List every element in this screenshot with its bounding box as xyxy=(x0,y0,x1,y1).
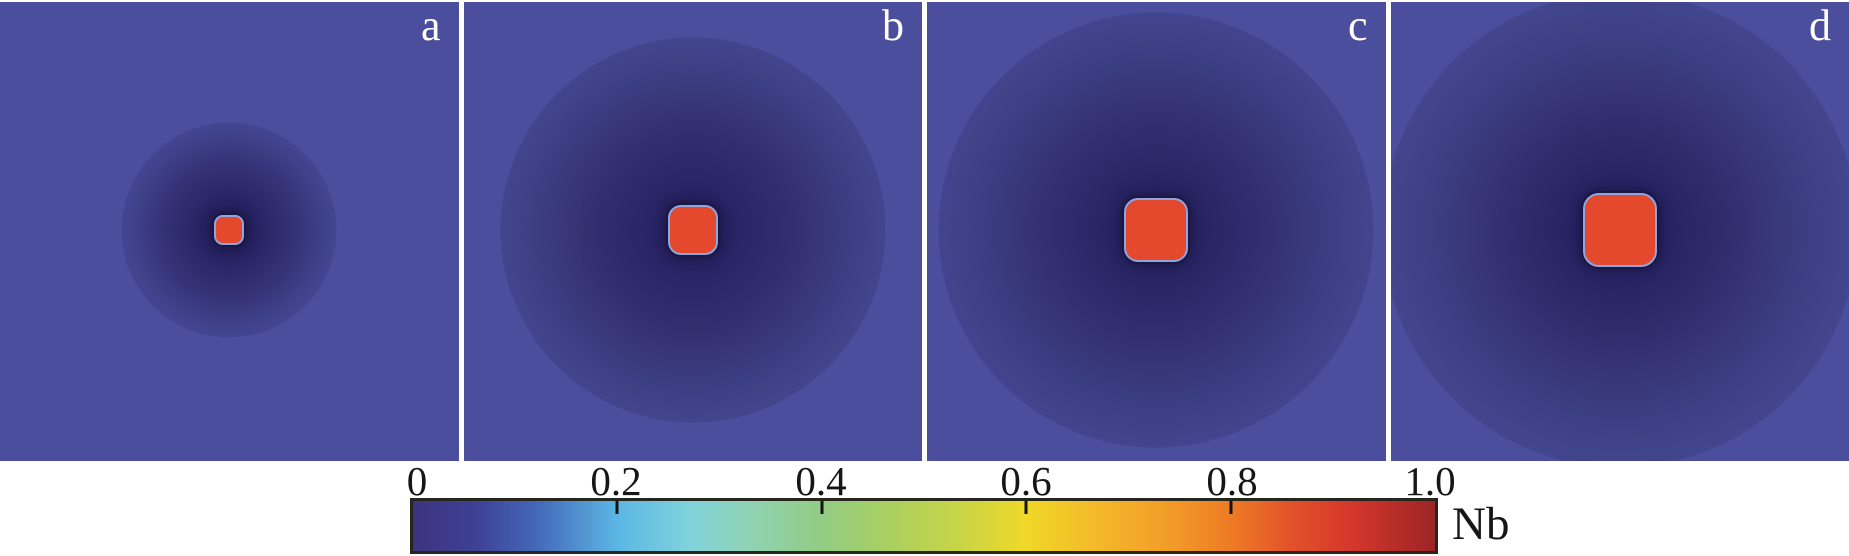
panel-label-d: d xyxy=(1809,2,1831,50)
colorbar-tick-label-0.2: 0.2 xyxy=(590,458,642,504)
panels-row: a b c d xyxy=(0,0,1849,461)
panel-label-a: a xyxy=(420,2,441,50)
colorbar-tick-label-0: 0 xyxy=(406,458,428,504)
colorbar-gradient xyxy=(410,498,1438,554)
colorbar-tick-label-0.4: 0.4 xyxy=(795,458,847,504)
colorbar-tick-label-0.6: 0.6 xyxy=(1000,458,1052,504)
colorbar-title: Nb xyxy=(1452,498,1510,550)
precipitate xyxy=(1124,198,1189,263)
colorbar-area: 0 0.2 0.4 0.6 0.8 1.0 Nb xyxy=(0,461,1849,556)
precipitate xyxy=(667,205,718,256)
panel-b: b xyxy=(463,2,922,461)
precipitate xyxy=(1582,193,1657,268)
colorbar-tick-mark xyxy=(820,501,824,514)
precipitate xyxy=(214,215,245,246)
colorbar-tick-label-1.0: 1.0 xyxy=(1404,458,1456,504)
colorbar-tick-mark xyxy=(1024,501,1028,514)
colorbar-tick-label-0.8: 0.8 xyxy=(1206,458,1258,504)
panel-a: a xyxy=(0,2,459,461)
panel-c: c xyxy=(927,2,1386,461)
panel-label-c: c xyxy=(1347,2,1368,50)
panel-d: d xyxy=(1390,2,1849,461)
panel-label-b: b xyxy=(882,2,904,50)
colorbar-tick-mark xyxy=(1229,501,1233,514)
colorbar-tick-mark xyxy=(615,501,619,514)
